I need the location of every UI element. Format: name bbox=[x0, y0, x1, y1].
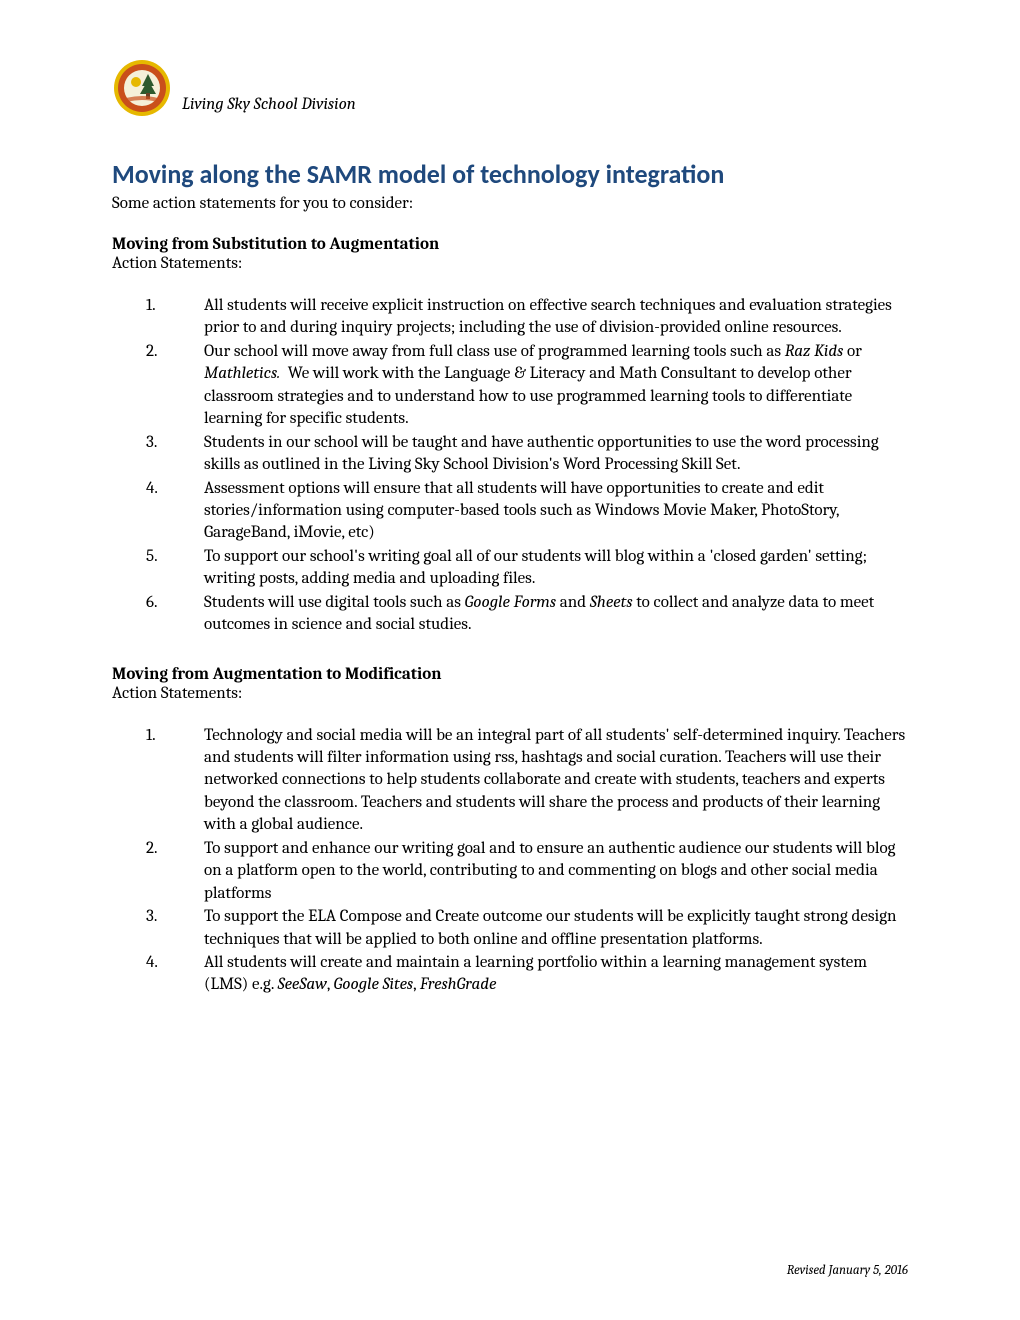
list-item: To support and enhance our writing goal … bbox=[112, 838, 908, 905]
document-title: Moving along the SAMR model of technolog… bbox=[112, 158, 908, 190]
action-statements-label: Action Statements: bbox=[112, 254, 908, 273]
list-item: Students in our school will be taught an… bbox=[112, 432, 908, 477]
revision-date-footer: Revised January 5, 2016 bbox=[787, 1263, 908, 1278]
list-item: Students will use digital tools such as … bbox=[112, 592, 908, 637]
section-heading: Moving from Augmentation to Modification bbox=[112, 665, 908, 684]
list-item: Assessment options will ensure that all … bbox=[112, 478, 908, 545]
statements-list-2: Technology and social media will be an i… bbox=[112, 725, 908, 997]
list-item: Technology and social media will be an i… bbox=[112, 725, 908, 837]
section-1: Moving from Substitution to Augmentation… bbox=[112, 235, 908, 637]
list-item: To support the ELA Compose and Create ou… bbox=[112, 906, 908, 951]
list-item: All students will create and maintain a … bbox=[112, 952, 908, 997]
document-page: Living Sky School Division Moving along … bbox=[0, 0, 1020, 1320]
section-heading: Moving from Substitution to Augmentation bbox=[112, 235, 908, 254]
action-statements-label: Action Statements: bbox=[112, 684, 908, 703]
list-item: Our school will move away from full clas… bbox=[112, 341, 908, 431]
list-item: All students will receive explicit instr… bbox=[112, 295, 908, 340]
statements-list-1: All students will receive explicit instr… bbox=[112, 295, 908, 637]
section-2: Moving from Augmentation to Modification… bbox=[112, 665, 908, 997]
document-header: Living Sky School Division bbox=[112, 58, 908, 118]
list-item: To support our school's writing goal all… bbox=[112, 546, 908, 591]
organization-name: Living Sky School Division bbox=[182, 95, 356, 118]
document-subtitle: Some action statements for you to consid… bbox=[112, 194, 908, 213]
school-division-logo-icon bbox=[112, 58, 172, 118]
